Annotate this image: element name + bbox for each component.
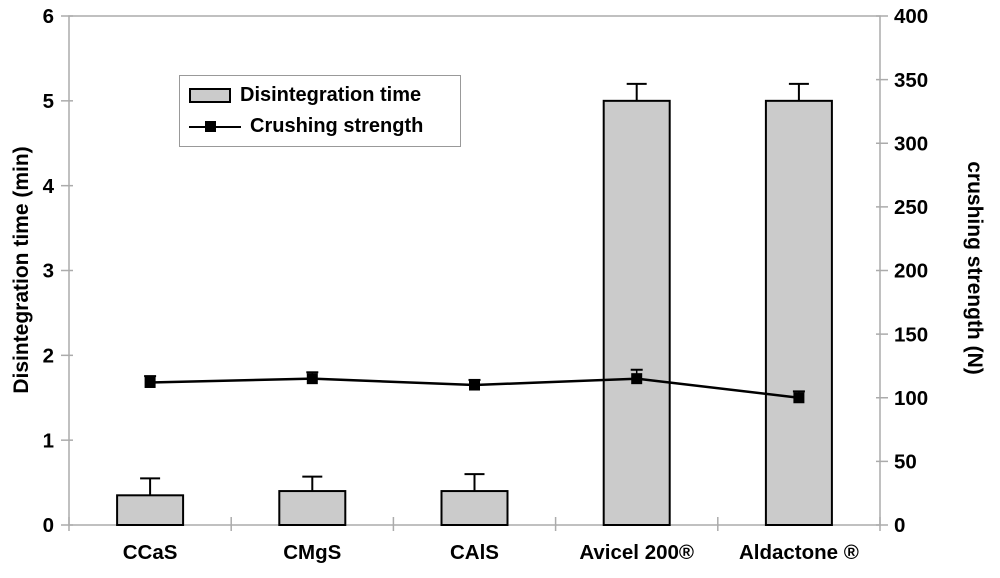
left-axis-tick-label: 1 bbox=[43, 429, 54, 452]
left-axis-title: Disintegration time (min) bbox=[10, 146, 33, 394]
right-axis-tick-label: 150 bbox=[894, 323, 928, 346]
right-axis-tick-label: 400 bbox=[894, 5, 928, 28]
line-marker bbox=[631, 373, 643, 385]
right-axis-tick-label: 50 bbox=[894, 451, 917, 474]
x-axis-label: Aldactone ® bbox=[739, 541, 859, 564]
legend-label: Crushing strength bbox=[250, 115, 424, 137]
bar bbox=[116, 494, 185, 526]
x-axis-label: Avicel 200® bbox=[579, 541, 694, 564]
line-marker bbox=[144, 376, 156, 388]
line-marker bbox=[306, 373, 318, 385]
right-axis-tick-label: 0 bbox=[894, 514, 905, 537]
right-axis-tick-label: 250 bbox=[894, 196, 928, 219]
left-axis-tick-label: 4 bbox=[43, 175, 55, 198]
right-axis-tick-label: 200 bbox=[894, 260, 928, 283]
legend-item-disintegration-time: Disintegration time bbox=[189, 84, 460, 107]
legend-line-marker-swatch-icon bbox=[189, 120, 241, 133]
bar bbox=[278, 490, 347, 527]
right-axis-tick-label: 300 bbox=[894, 132, 928, 155]
legend-bar-swatch-icon bbox=[189, 88, 231, 103]
left-axis-tick-label: 3 bbox=[43, 260, 54, 283]
line-marker bbox=[469, 379, 480, 391]
x-axis-label: CMgS bbox=[283, 541, 341, 564]
x-axis-label: CCaS bbox=[123, 541, 178, 564]
bar bbox=[440, 490, 509, 527]
legend: Disintegration time Crushing strength bbox=[179, 75, 461, 147]
legend-label: Disintegration time bbox=[240, 84, 422, 106]
right-axis-tick-label: 100 bbox=[894, 387, 928, 410]
bar bbox=[602, 99, 671, 526]
line-marker bbox=[793, 392, 805, 404]
right-axis-tick-label: 350 bbox=[894, 69, 928, 92]
legend-item-crushing-strength: Crushing strength bbox=[189, 115, 460, 138]
left-axis-tick-label: 0 bbox=[43, 514, 54, 537]
left-axis-tick-label: 6 bbox=[43, 5, 54, 28]
left-axis-tick-label: 5 bbox=[43, 90, 54, 113]
left-axis-tick-label: 2 bbox=[43, 345, 54, 368]
x-axis-label: CAlS bbox=[450, 541, 499, 564]
right-axis-title: crushing strength (N) bbox=[963, 161, 986, 375]
bar bbox=[764, 99, 833, 526]
